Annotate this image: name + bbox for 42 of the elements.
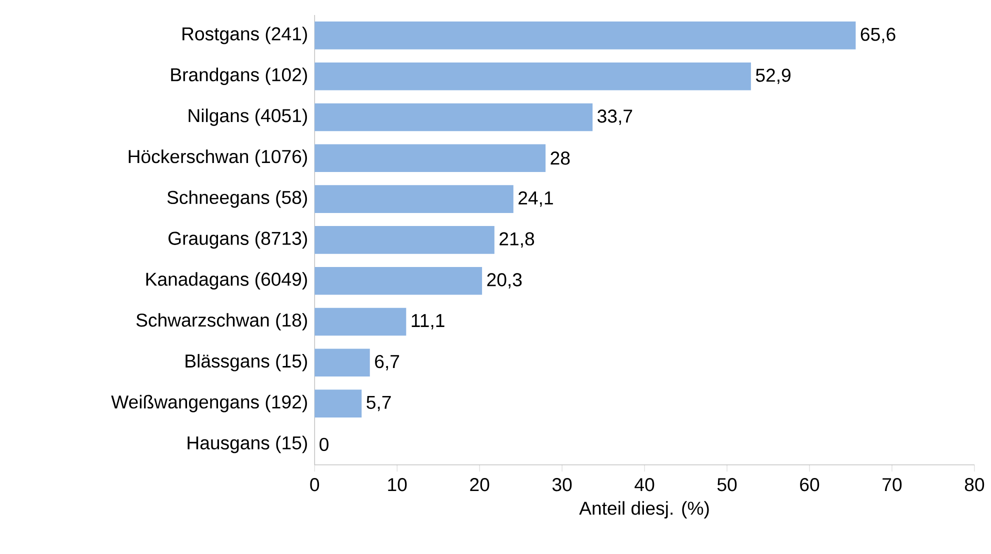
y-tick-label: Höckerschwan (1076) — [128, 150, 307, 167]
bar — [314, 348, 370, 377]
x-axis-title: Anteil diesj. (%) — [579, 501, 709, 519]
data-label: 20,3 — [487, 273, 522, 289]
y-tick-label: Nilgans (4051) — [188, 108, 307, 126]
y-tick-label: Kanadagans (6049) — [146, 272, 307, 290]
x-tick-label: 0 — [310, 478, 320, 492]
x-tick-label: 50 — [717, 478, 737, 492]
bar — [314, 226, 494, 254]
bar — [314, 103, 593, 132]
bar — [314, 267, 482, 295]
bar — [314, 62, 751, 90]
y-tick-label: Brandgans (102) — [171, 68, 307, 86]
y-tick-label: Schneegans (58) — [167, 190, 307, 208]
data-label: 5,7 — [366, 396, 391, 412]
data-label: 52,9 — [756, 68, 790, 84]
x-tick-label: 40 — [634, 478, 654, 492]
y-tick-label: Graugans (8713) — [168, 231, 307, 249]
bar — [314, 144, 546, 172]
x-tick-label: 80 — [964, 478, 984, 492]
y-tick-label: Weißwangengans (192) — [111, 394, 307, 412]
data-label: 33,7 — [598, 110, 632, 125]
y-tick-label: Rostgans (241) — [182, 26, 307, 44]
x-tick-label: 60 — [800, 478, 820, 492]
bar — [314, 390, 362, 418]
bar — [314, 308, 406, 336]
data-label: 28 — [550, 152, 570, 165]
data-label: 0 — [320, 438, 328, 452]
y-tick-label: Hausgans (15) — [188, 436, 307, 454]
data-label: 21,8 — [500, 232, 534, 248]
x-tick-label: 20 — [470, 478, 490, 492]
x-tick-label: 70 — [882, 478, 902, 492]
data-label: 6,7 — [375, 355, 400, 370]
data-label: 24,1 — [518, 191, 553, 207]
data-label: 65,6 — [860, 28, 896, 44]
bar — [314, 185, 514, 214]
bar — [314, 22, 856, 50]
y-tick-label: Blässgans (15) — [186, 354, 307, 372]
data-label: 11,1 — [412, 314, 444, 330]
y-tick-label: Schwarzschwan (18) — [136, 313, 307, 330]
x-tick-label: 30 — [552, 478, 572, 492]
x-tick-label: 10 — [388, 478, 407, 492]
